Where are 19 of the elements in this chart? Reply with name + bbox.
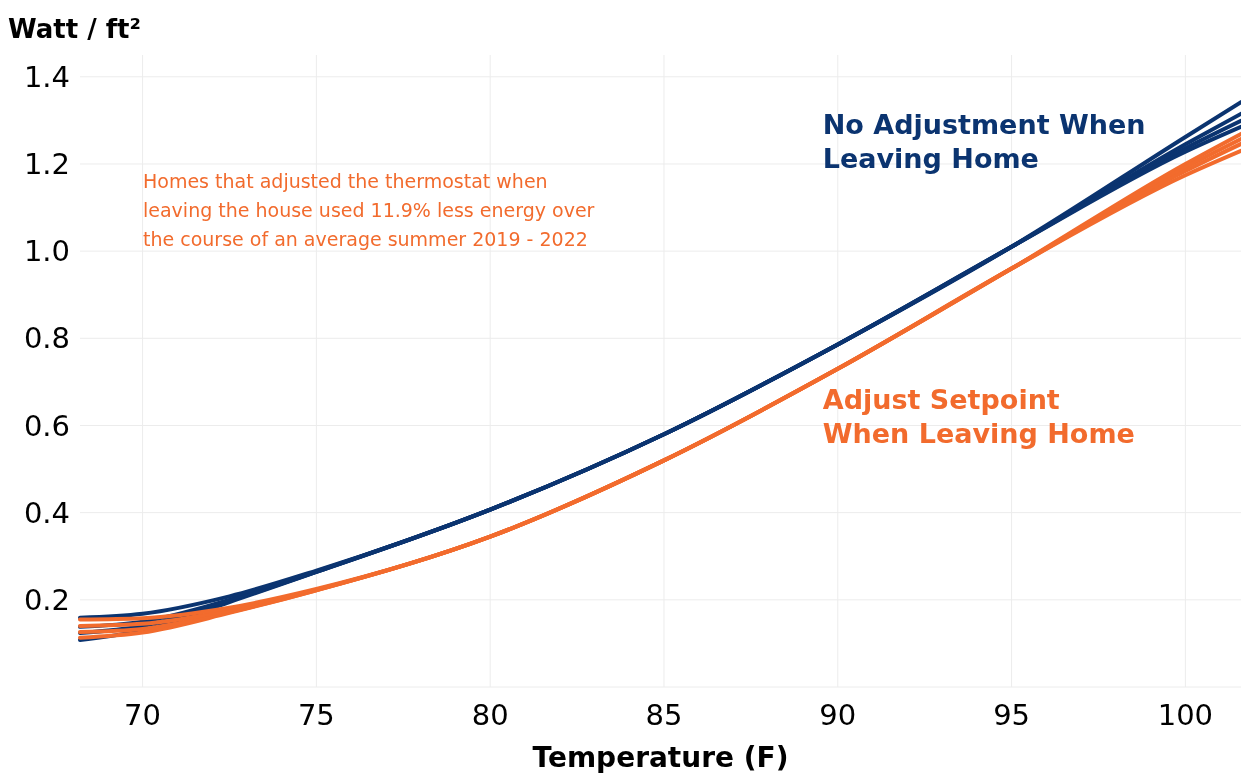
x-tick-label: 90 [819,698,857,732]
series-label: No Adjustment When Leaving Home [822,109,1146,175]
x-tick-label: 85 [645,698,683,732]
y-tick-label: 0.8 [23,321,70,356]
series-label: Adjust Setpoint When Leaving Home [822,383,1135,449]
y-tick-label: 1.4 [23,59,70,94]
x-tick-label: 80 [471,698,509,732]
annotation: Homes that adjusted the thermostat when leaving the house used 11.9% less energy over the course of an average summer 2019 - 2022 [143,170,595,250]
x-axis-title: Temperature (F) [532,741,789,774]
y-tick-label: 0.6 [23,408,70,443]
x-tick-label: 70 [124,698,162,732]
y-tick-label: 1.0 [23,234,70,269]
y-tick-label: 0.2 [23,582,70,617]
y-tick-label: 0.4 [23,495,70,530]
y-axis-title: Watt / ft² [8,14,141,44]
x-tick-label: 95 [993,698,1031,732]
x-tick-label: 100 [1157,698,1214,732]
y-tick-label: 1.2 [23,147,70,182]
x-tick-label: 75 [297,698,335,732]
